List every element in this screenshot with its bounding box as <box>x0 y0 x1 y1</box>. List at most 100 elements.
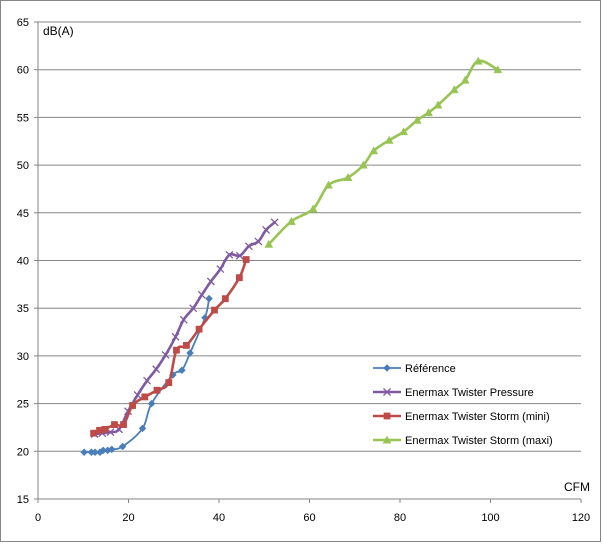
series-2-point-10 <box>171 332 180 341</box>
series-2-point-21 <box>270 218 279 227</box>
series-1 <box>80 294 213 457</box>
legend-swatch-marker-2 <box>383 388 391 396</box>
series-2-point-15 <box>216 265 225 274</box>
series-2-point-12 <box>189 304 198 313</box>
tick-labels: 15 20 25 30 35 40 45 50 55 60 65 0 20 40 60 80 100 120 <box>17 17 590 524</box>
series-2-point-19 <box>254 237 263 246</box>
series-2-line <box>93 221 276 436</box>
series-4-point-8 <box>384 135 394 144</box>
series-4-point-2 <box>286 216 296 225</box>
series-4-line <box>267 59 500 246</box>
x-tick-label-120: 120 <box>572 512 590 524</box>
y-tick-label-55: 55 <box>17 112 29 124</box>
series-4-point-6 <box>358 160 368 169</box>
y-tick-label-15: 15 <box>17 494 29 506</box>
x-tick-label-100: 100 <box>481 512 499 524</box>
series-3-point-1 <box>90 429 98 437</box>
series-2-point-6 <box>133 391 142 399</box>
series-4-point-7 <box>369 146 379 155</box>
series-4-point-1 <box>264 239 274 248</box>
x-tick-label-60: 60 <box>303 512 315 524</box>
gridlines <box>38 21 581 500</box>
series-1-point-12 <box>178 366 186 374</box>
series-4 <box>264 56 503 248</box>
series-3-point-16 <box>242 256 250 263</box>
legend-label-3: Enermax Twister Storm (mini) <box>405 411 550 423</box>
series-1-point-3 <box>91 448 99 457</box>
series-3-point-3 <box>101 425 109 433</box>
x-axis-label: CFM <box>564 480 590 494</box>
series-3-point-6 <box>129 402 136 409</box>
series-2-point-18 <box>244 242 253 251</box>
series-2-point-14 <box>206 277 215 286</box>
series-3-point-10 <box>173 346 180 354</box>
y-tick-label-35: 35 <box>17 303 29 315</box>
series-3-point-11 <box>183 342 190 349</box>
y-tick-label-30: 30 <box>17 351 29 363</box>
series-1-point-9 <box>138 424 147 433</box>
series-1-point-1 <box>80 448 88 457</box>
series-3-point-9 <box>165 379 173 387</box>
legend: Référence Enermax Twister Pressure Enermax… <box>373 363 553 447</box>
series-3-point-13 <box>211 306 218 314</box>
series-4-point-12 <box>433 100 443 109</box>
series-1-point-7 <box>107 445 116 454</box>
series-3-point-12 <box>195 325 203 333</box>
series-3 <box>90 256 250 437</box>
series-4-point-3 <box>308 204 318 213</box>
legend-swatch-marker-1 <box>383 364 391 372</box>
series-4-point-16 <box>493 65 503 74</box>
axes <box>34 21 582 503</box>
y-axis-label: dB(A) <box>43 24 74 38</box>
series-4-point-4 <box>324 180 333 189</box>
series-3-point-14 <box>221 295 229 303</box>
legend-label-1: Référence <box>405 363 456 375</box>
x-tick-label-0: 0 <box>35 512 41 524</box>
y-tick-label-40: 40 <box>17 256 29 268</box>
series-2-point-20 <box>262 226 271 234</box>
series-3-point-4 <box>111 421 118 428</box>
series-4-point-13 <box>449 85 459 94</box>
x-tick-label-40: 40 <box>213 512 225 524</box>
legend-label-4: Enermax Twister Storm (maxi) <box>405 435 553 447</box>
legend-item-4: Enermax Twister Storm (maxi) <box>373 435 553 447</box>
series-2-point-16 <box>225 250 234 259</box>
legend-item-2: Enermax Twister Pressure <box>373 387 534 399</box>
legend-swatch-marker-4 <box>382 435 392 444</box>
series-1-point-15 <box>205 294 213 303</box>
legend-label-2: Enermax Twister Pressure <box>405 387 534 399</box>
series-2-point-13 <box>197 290 206 299</box>
series-4-point-10 <box>412 115 422 124</box>
y-tick-label-25: 25 <box>17 399 29 411</box>
series-1-point-13 <box>186 349 194 357</box>
series-3-point-15 <box>235 274 243 282</box>
y-tick-label-50: 50 <box>17 160 29 172</box>
y-tick-label-20: 20 <box>17 446 29 458</box>
series-3-point-5 <box>120 421 127 428</box>
series-4-point-14 <box>460 75 470 84</box>
series-4-point-5 <box>343 172 353 181</box>
series-2 <box>90 218 279 439</box>
series-group <box>80 56 503 457</box>
series-1-point-8 <box>118 442 127 451</box>
y-tick-label-65: 65 <box>17 17 29 29</box>
series-4-point-11 <box>424 108 433 117</box>
legend-item-3: Enermax Twister Storm (mini) <box>373 411 550 423</box>
series-2-point-17 <box>235 251 244 260</box>
y-tick-label-45: 45 <box>17 208 29 220</box>
y-tick-label-60: 60 <box>17 65 29 77</box>
series-3-point-8 <box>153 386 161 394</box>
x-tick-label-20: 20 <box>122 512 134 524</box>
legend-item-1: Référence <box>373 363 456 375</box>
x-tick-label-80: 80 <box>394 512 406 524</box>
series-3-point-7 <box>141 393 149 401</box>
series-3-line <box>92 258 248 435</box>
series-4-point-15 <box>473 56 483 65</box>
series-2-point-7 <box>143 376 152 385</box>
series-2-point-9 <box>161 350 170 359</box>
series-4-point-9 <box>399 127 409 136</box>
series-1-point-10 <box>147 399 156 408</box>
series-2-point-11 <box>179 315 188 324</box>
